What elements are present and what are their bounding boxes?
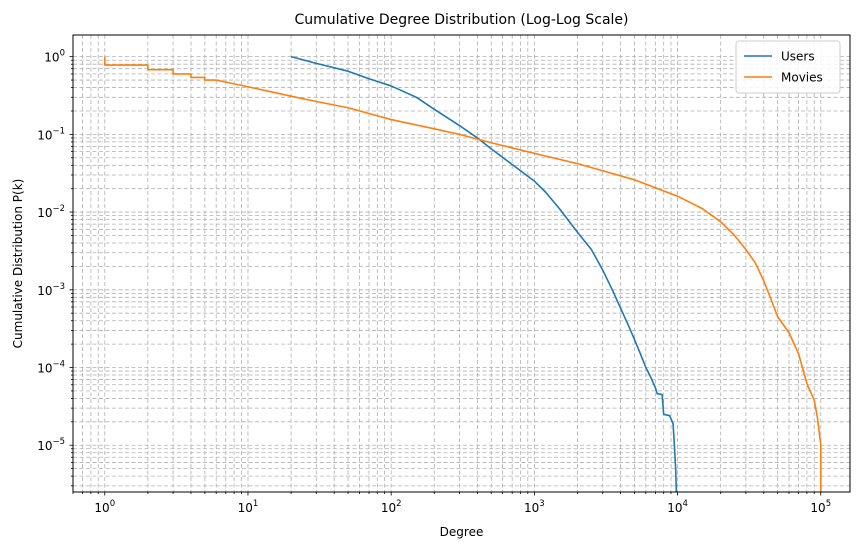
legend-box <box>735 40 841 94</box>
tick-base: 10 <box>524 501 539 515</box>
tick-exponent: 1 <box>253 499 258 509</box>
x-axis-label: Degree <box>440 525 484 539</box>
tick-base: 10 <box>37 128 52 142</box>
tick-base: 10 <box>810 501 825 515</box>
tick-exponent: −3 <box>52 282 65 292</box>
y-tick-label: 10−5 <box>37 437 65 453</box>
tick-base: 10 <box>37 362 52 376</box>
tick-base: 10 <box>94 501 109 515</box>
axis-ticks: 100 101 102 103 104 10510−510−410−310−210−110… <box>37 49 831 515</box>
y-tick-label: 10−2 <box>37 204 65 220</box>
tick-base: 10 <box>238 501 253 515</box>
tick-base: 10 <box>37 206 52 220</box>
tick-exponent: 0 <box>60 49 65 59</box>
x-tick-label: 105 <box>810 499 831 515</box>
chart-title: Cumulative Degree Distribution (Log-Log … <box>295 12 629 28</box>
tick-exponent: 0 <box>110 499 115 509</box>
tick-base: 10 <box>37 284 52 298</box>
tick-exponent: −2 <box>52 204 65 214</box>
y-tick-label: 10−4 <box>37 360 65 376</box>
tick-exponent: 3 <box>539 499 544 509</box>
tick-exponent: −1 <box>52 126 65 136</box>
series-line-users <box>290 55 678 493</box>
x-tick-label: 104 <box>667 499 688 515</box>
tick-base: 10 <box>667 501 682 515</box>
x-tick-label: 101 <box>238 499 259 515</box>
tick-exponent: −4 <box>52 360 65 370</box>
tick-exponent: −5 <box>52 437 65 447</box>
y-tick-label: 10−3 <box>37 282 65 298</box>
tick-exponent: 2 <box>396 499 401 509</box>
tick-base: 10 <box>381 501 396 515</box>
x-tick-label: 102 <box>381 499 402 515</box>
grid <box>72 35 850 492</box>
legend-label: Users <box>781 50 815 64</box>
x-tick-label: 100 <box>94 499 115 515</box>
series-line-movies <box>103 56 822 492</box>
series-lines <box>103 55 822 493</box>
y-tick-label: 100 <box>44 49 65 65</box>
tick-exponent: 5 <box>826 499 831 509</box>
legend-label: Movies <box>781 71 823 85</box>
tick-exponent: 4 <box>682 499 687 509</box>
plot-frame <box>72 34 851 493</box>
tick-base: 10 <box>44 51 59 65</box>
legend: Users Movies <box>735 40 841 94</box>
x-tick-label: 103 <box>524 499 545 515</box>
y-axis-label: Cumulative Distribution P(k) <box>11 179 25 349</box>
tick-base: 10 <box>37 439 52 453</box>
y-tick-label: 10−1 <box>37 126 65 142</box>
